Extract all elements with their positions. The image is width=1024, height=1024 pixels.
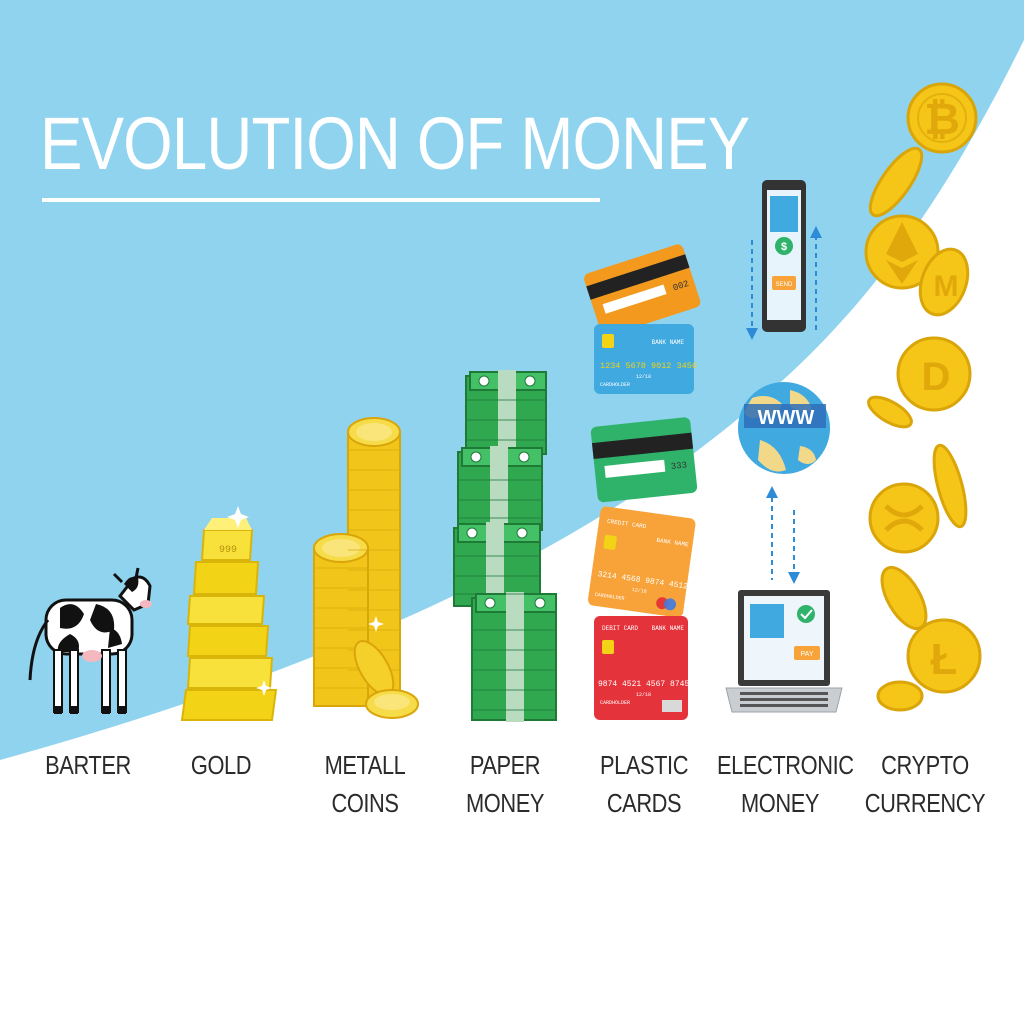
stage-label-gold: GOLD [158, 746, 284, 784]
dash-coin: D [896, 336, 972, 412]
svg-text:M: M [934, 270, 959, 303]
card-blue-bank: BANK NAME [652, 339, 685, 346]
stage-label-line: COINS [331, 788, 399, 818]
card-orange-cvv: 002 [672, 279, 691, 294]
globe-www: WWW [758, 407, 815, 429]
litecoin-coin: Ł [906, 618, 982, 694]
phone-send-label: SEND [776, 282, 793, 288]
phone-globe-laptop-icon: $ SEND WWW [725, 180, 843, 713]
card-red-expiry: 12/18 [636, 692, 651, 698]
credit-cards-icon: 002 BANK NAME 1234 5678 9012 3456 12/18 … [584, 244, 701, 720]
svg-text:$: $ [781, 241, 787, 253]
card-orange: 002 [584, 244, 701, 337]
stage-label-line: GOLD [190, 750, 252, 780]
stage-label-barter: BARTER [25, 746, 151, 784]
cow-icon [28, 567, 152, 714]
crypto-coins-icon: ₿ M D [864, 82, 982, 712]
stage-label-line: PAPER [469, 750, 541, 780]
card-orange2-holder: CARDHOLDER [594, 592, 625, 602]
bitcoin-coin: ₿ [906, 82, 978, 154]
gold-bars-icon: 999 [180, 506, 278, 721]
card-orange-2: CREDIT CARD BANK NAME 3214 4568 9874 451… [588, 506, 696, 618]
phone-icon: $ SEND [762, 180, 806, 332]
svg-text:₿: ₿ [924, 95, 960, 144]
card-orange2-expiry: 12/18 [631, 587, 647, 595]
svg-text:Ł: Ł [931, 635, 958, 684]
stage-label-line: MONEY [466, 788, 544, 818]
card-red-number: 9874 4521 4567 8745 [598, 680, 689, 689]
ripple-coin [868, 482, 940, 554]
card-blue: BANK NAME 1234 5678 9012 3456 12/18 CARD… [594, 324, 697, 394]
svg-text:D: D [922, 355, 951, 399]
card-green: 333 [590, 417, 698, 503]
stage-label-line: BARTER [45, 750, 131, 780]
stage-label-line: PLASTIC [599, 750, 689, 780]
card-red-holder: CARDHOLDER [600, 700, 630, 706]
monero-coin: M [918, 247, 970, 317]
title-underline [42, 198, 600, 202]
gold-bar-stamp: 999 [219, 545, 237, 556]
stage-label-line: MONEY [741, 788, 819, 818]
laptop-icon: PAY [725, 590, 843, 713]
card-red: DEBIT CARD BANK NAME 9874 4521 4567 8745… [594, 616, 689, 720]
globe-icon: WWW [738, 382, 830, 474]
stage-label-paper-money: PAPER MONEY [442, 746, 568, 822]
stage-label-electronic-money: ELECTRONIC MONEY [717, 746, 854, 822]
card-orange2-bank: BANK NAME [656, 537, 689, 548]
stage-label-line: ELECTRONIC [717, 750, 854, 780]
stage-label-plastic-cards: PLASTIC CARDS [581, 746, 707, 822]
stage-label-crypto-currency: CRYPTO CURRENCY [862, 746, 988, 822]
card-red-label: DEBIT CARD [602, 625, 638, 632]
stage-label-line: CRYPTO [881, 750, 969, 780]
laptop-pay-label: PAY [801, 651, 814, 658]
page-title: EVOLUTION OF MONEY [40, 102, 750, 185]
stage-label-metall-coins: METALL COINS [302, 746, 428, 822]
stage-label-line: METALL [324, 750, 406, 780]
card-red-bank: BANK NAME [652, 625, 685, 632]
banknote-stacks-icon [453, 370, 557, 722]
card-blue-number: 1234 5678 9012 3456 [600, 361, 697, 371]
coin-stacks-icon [313, 417, 419, 719]
card-blue-holder: CARDHOLDER [600, 382, 630, 388]
ethereum-coin [864, 214, 940, 290]
stage-label-line: CARDS [606, 788, 682, 818]
card-green-cvv: 333 [670, 460, 687, 472]
stage-label-line: CURRENCY [864, 788, 986, 818]
card-blue-expiry: 12/18 [636, 374, 651, 380]
